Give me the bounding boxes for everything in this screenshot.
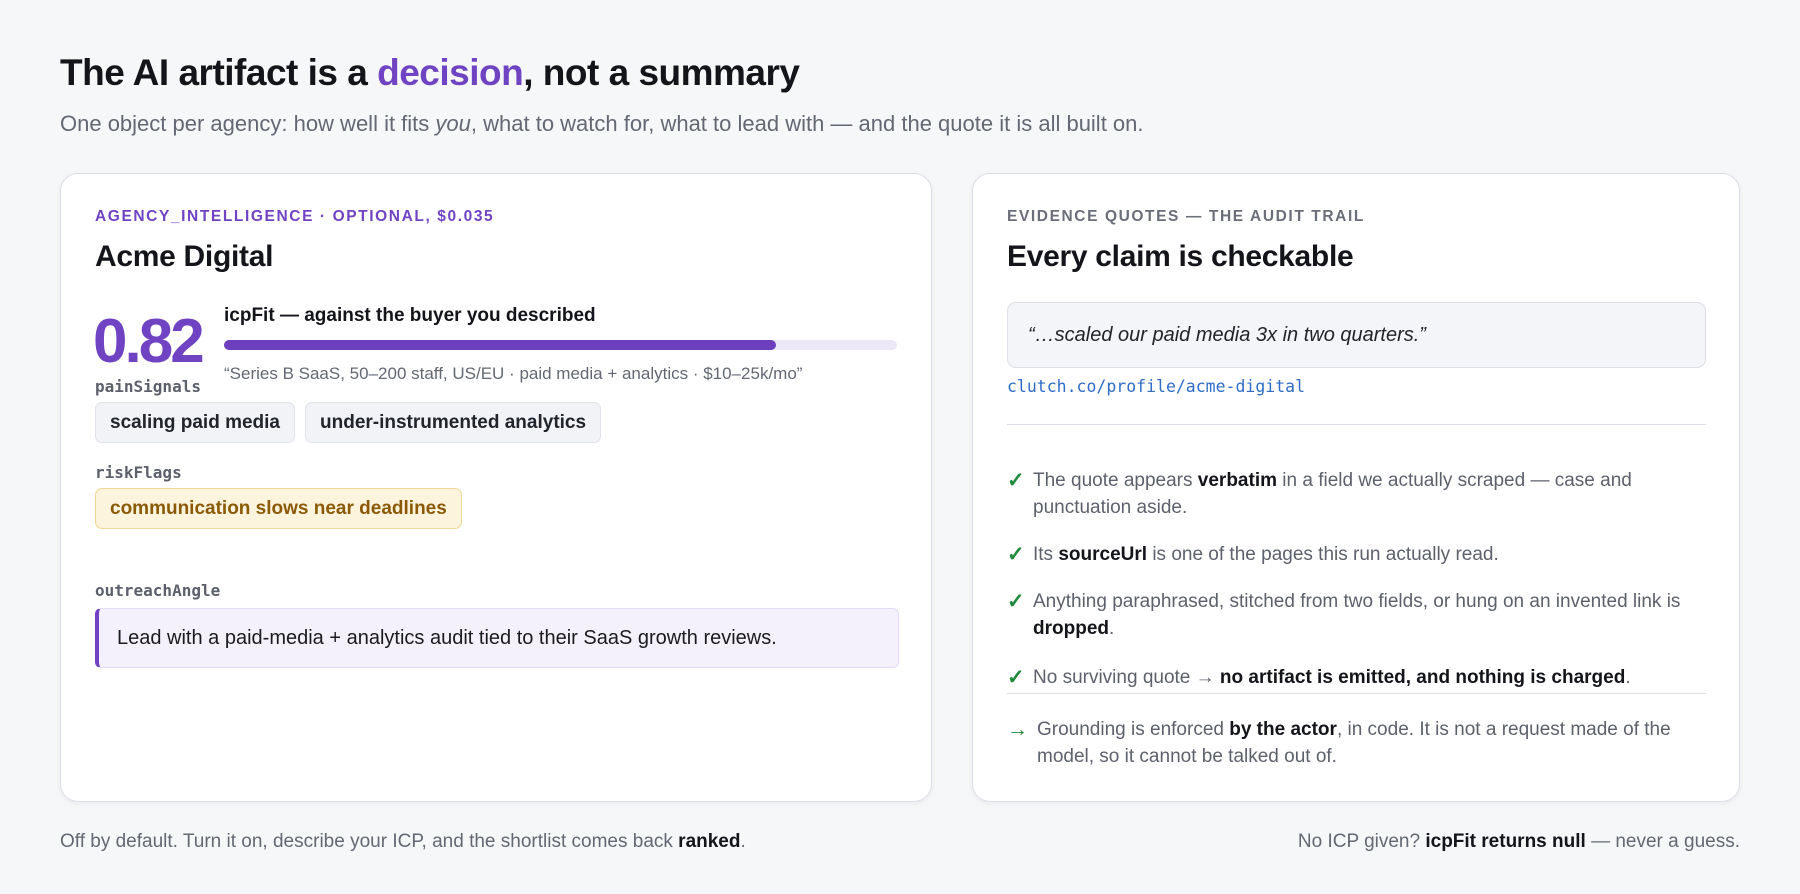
- check-item: ✓ Anything paraphrased, stitched from tw…: [1007, 588, 1707, 642]
- grounding-note: → Grounding is enforced by the actor, in…: [1007, 716, 1707, 770]
- check-text: .: [1625, 667, 1631, 688]
- check-item: ✓ No surviving quote → no artifact is em…: [1007, 664, 1707, 691]
- outreach-angle-text: Lead with a paid-media + analytics audit…: [95, 608, 899, 668]
- title-prefix: The AI artifact is a: [60, 52, 378, 93]
- arrow-right-icon: →: [1007, 718, 1028, 741]
- evidence-title: Every claim is checkable: [1007, 240, 1354, 273]
- pain-signals-list: scaling paid media under-instrumented an…: [95, 402, 602, 443]
- source-url-link[interactable]: clutch.co/profile/acme-digital: [1007, 377, 1306, 396]
- check-icon: ✓: [1007, 543, 1025, 566]
- outreach-angle-key: outreachAngle: [95, 581, 221, 600]
- pain-signals-key: painSignals: [95, 377, 201, 396]
- subtitle-prefix: One object per agency: how well it fits: [60, 111, 436, 136]
- subtitle-emphasis: you: [435, 111, 471, 136]
- evidence-quotes-card: EVIDENCE QUOTES — THE AUDIT TRAIL Every …: [972, 173, 1740, 802]
- footer-text: Off by default. Turn it on, describe you…: [60, 831, 679, 852]
- footer-emphasis: ranked: [678, 831, 741, 852]
- check-emphasis: dropped: [1033, 618, 1109, 639]
- note-emphasis: by the actor: [1229, 719, 1337, 740]
- pain-signal-chip: under-instrumented analytics: [305, 402, 602, 443]
- icp-fit-bar: [224, 340, 897, 350]
- risk-flags-list: communication slows near deadlines: [95, 488, 462, 529]
- card-eyebrow: EVIDENCE QUOTES — THE AUDIT TRAIL: [1007, 208, 1365, 225]
- check-text: is one of the pages this run actually re…: [1147, 544, 1499, 565]
- icp-fit-label: icpFit — against the buyer you described: [224, 305, 596, 326]
- risk-flags-key: riskFlags: [95, 463, 182, 482]
- check-item: ✓ The quote appears verbatim in a field …: [1007, 467, 1707, 521]
- icp-fit-score: 0.82: [93, 307, 205, 376]
- evidence-quote: “…scaled our paid media 3x in two quarte…: [1007, 302, 1706, 368]
- page-subtitle: One object per agency: how well it fits …: [60, 111, 1144, 137]
- footer-right-note: No ICP given? icpFit returns null — neve…: [1298, 831, 1740, 853]
- check-text: No surviving quote →: [1033, 667, 1220, 688]
- check-text: .: [1109, 618, 1115, 639]
- check-emphasis: verbatim: [1197, 470, 1277, 491]
- check-icon: ✓: [1007, 666, 1025, 689]
- check-item: ✓ Its sourceUrl is one of the pages this…: [1007, 541, 1707, 568]
- check-emphasis: no artifact is emitted, and nothing is c…: [1219, 667, 1626, 688]
- title-suffix: , not a summary: [523, 52, 800, 93]
- check-icon: ✓: [1007, 590, 1025, 613]
- footer-text: .: [740, 831, 746, 852]
- pain-signal-chip: scaling paid media: [95, 402, 295, 443]
- footer-text: No ICP given?: [1297, 831, 1426, 852]
- check-text: Anything paraphrased, stitched from two …: [1033, 591, 1681, 612]
- title-accent: decision: [377, 52, 524, 93]
- check-text: The quote appears: [1033, 470, 1198, 491]
- note-text: Grounding is enforced: [1037, 719, 1230, 740]
- footer-text: — never a guess.: [1585, 831, 1740, 852]
- check-text: Its: [1033, 544, 1059, 565]
- page-title: The AI artifact is a decision, not a sum…: [60, 52, 800, 94]
- icp-fit-bar-fill: [224, 340, 776, 350]
- check-emphasis: sourceUrl: [1058, 544, 1148, 565]
- agency-name: Acme Digital: [95, 240, 274, 273]
- footer-emphasis: icpFit returns null: [1425, 831, 1586, 852]
- agency-intelligence-card: AGENCY_INTELLIGENCE · OPTIONAL, $0.035 A…: [60, 173, 932, 802]
- icp-description: “Series B SaaS, 50–200 staff, US/EU · pa…: [224, 364, 803, 383]
- footer-left-note: Off by default. Turn it on, describe you…: [60, 831, 746, 853]
- divider: [1007, 693, 1706, 694]
- note-text: , in code. It is not a request made of t…: [1037, 719, 1671, 767]
- check-text: in a field we actually scraped — case an…: [1033, 470, 1632, 518]
- card-eyebrow: AGENCY_INTELLIGENCE · OPTIONAL, $0.035: [95, 208, 495, 225]
- risk-flag-chip: communication slows near deadlines: [95, 488, 462, 529]
- check-icon: ✓: [1007, 469, 1025, 492]
- subtitle-suffix: , what to watch for, what to lead with —…: [470, 111, 1144, 136]
- divider: [1007, 424, 1706, 425]
